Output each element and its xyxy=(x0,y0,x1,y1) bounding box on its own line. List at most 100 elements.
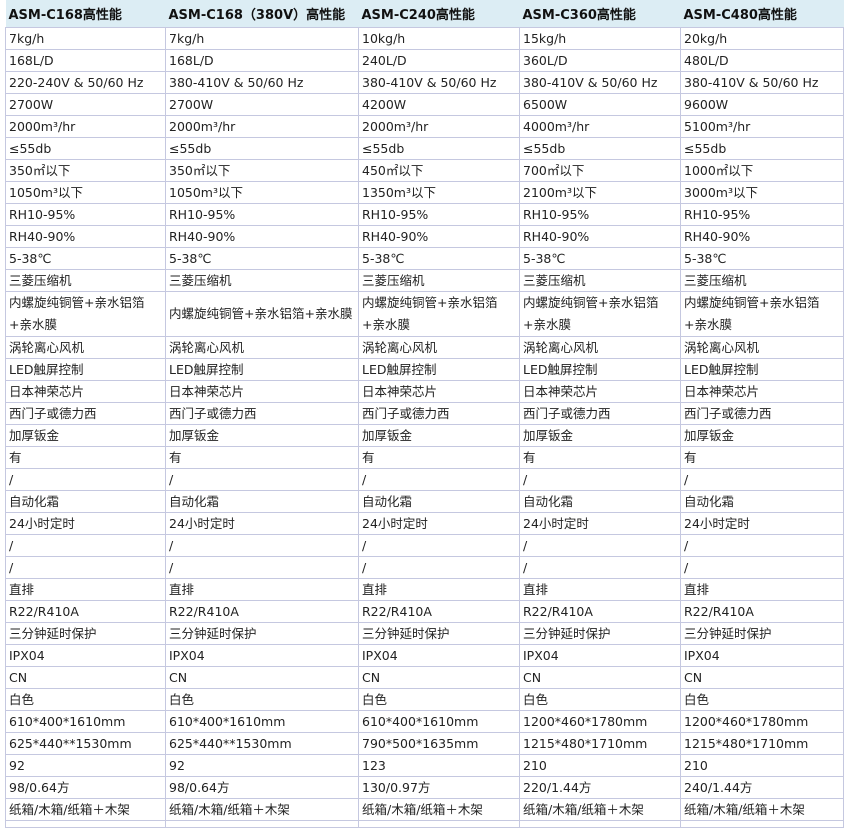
table-cell: 纸箱/木箱/纸箱＋木架 xyxy=(358,798,520,821)
table-cell: 1050m³以下 xyxy=(165,181,359,204)
table-cell: 5-38℃ xyxy=(680,247,844,270)
table-cell: 380-410V & 50/60 Hz xyxy=(519,71,681,94)
table-row: 610*400*1610mm 610*400*1610mm 610*400*1610… xyxy=(5,710,844,733)
table-cell: 625*440**1530mm xyxy=(165,732,359,755)
table-cell: 西门子或德力西 xyxy=(165,402,359,425)
table-cell: 24小时定时 xyxy=(519,512,681,535)
table-cell: 220/1.44方 xyxy=(519,776,681,799)
table-cell: / xyxy=(519,468,681,491)
table-cell: 三菱压缩机 xyxy=(358,269,520,292)
table-cell: 24小时定时 xyxy=(5,512,166,535)
table-cell: 130/0.97方 xyxy=(358,776,520,799)
header-model-1: ASM-C168高性能 xyxy=(5,0,166,28)
table-cell: / xyxy=(680,534,844,557)
table-row: 350㎡以下 350㎡以下 450㎡以下 700㎡以下 1000㎡以下 xyxy=(5,159,844,182)
table-cell: 西门子或德力西 xyxy=(519,402,681,425)
table-cell: / xyxy=(165,556,359,579)
table-cell: 自动化霜 xyxy=(519,490,681,513)
table-cell: R22/R410A xyxy=(5,600,166,623)
table-cell: 内螺旋纯铜管+亲水铝箔+亲水膜 xyxy=(680,291,844,337)
table-cell: 三分钟延时保护 xyxy=(165,622,359,645)
table-cell: 9600W xyxy=(680,93,844,116)
table-cell: 自动化霜 xyxy=(358,490,520,513)
table-row: 625*440**1530mm 625*440**1530mm 790*500*16… xyxy=(5,732,844,755)
table-cell: 自动化霜 xyxy=(680,490,844,513)
table-cell: 24小时定时 xyxy=(165,512,359,535)
table-cell: 加厚钣金 xyxy=(358,424,520,447)
table-row: 92 92 123 210 210 xyxy=(5,754,844,777)
table-cell: ≤55db xyxy=(165,137,359,160)
table-row: RH10-95% RH10-95% RH10-95% RH10-95% RH10-95% xyxy=(5,203,844,226)
table-cell: LED触屏控制 xyxy=(358,358,520,381)
header-row: ASM-C168高性能 ASM-C168（380V）高性能 ASM-C240高性… xyxy=(5,0,844,28)
table-cell: 有 xyxy=(680,446,844,469)
table-cell: 直排 xyxy=(680,578,844,601)
table-cell: 98/0.64方 xyxy=(165,776,359,799)
table-cell: 纸箱/木箱/纸箱＋木架 xyxy=(680,798,844,821)
table-cell xyxy=(358,820,520,828)
table-row: CN CN CN CN CN xyxy=(5,666,844,689)
table-cell: 三菱压缩机 xyxy=(165,269,359,292)
table-cell: LED触屏控制 xyxy=(165,358,359,381)
header-model-5: ASM-C480高性能 xyxy=(680,0,844,28)
table-cell: 480L/D xyxy=(680,49,844,72)
table-cell: IPX04 xyxy=(165,644,359,667)
table-cell: ≤55db xyxy=(5,137,166,160)
table-cell: ≤55db xyxy=(519,137,681,160)
table-cell: 三分钟延时保护 xyxy=(680,622,844,645)
table-cell: ≤55db xyxy=(358,137,520,160)
table-cell: 加厚钣金 xyxy=(5,424,166,447)
table-cell: 123 xyxy=(358,754,520,777)
table-row: 涡轮离心风机 涡轮离心风机 涡轮离心风机 涡轮离心风机 涡轮离心风机 xyxy=(5,336,844,359)
table-cell: 直排 xyxy=(358,578,520,601)
table-cell: LED触屏控制 xyxy=(5,358,166,381)
table-cell: 1215*480*1710mm xyxy=(519,732,681,755)
table-cell: / xyxy=(680,556,844,579)
table-cell: 24小时定时 xyxy=(680,512,844,535)
table-cell: 5-38℃ xyxy=(519,247,681,270)
table-cell: RH40-90% xyxy=(680,225,844,248)
table-cell: IPX04 xyxy=(680,644,844,667)
table-cell: 自动化霜 xyxy=(165,490,359,513)
table-cell: 610*400*1610mm xyxy=(5,710,166,733)
table-cell: RH40-90% xyxy=(358,225,520,248)
table-row: 白色 白色 白色 白色 白色 xyxy=(5,688,844,711)
table-cell: 98/0.64方 xyxy=(5,776,166,799)
table-cell: 三菱压缩机 xyxy=(5,269,166,292)
table-row: 西门子或德力西 西门子或德力西 西门子或德力西 西门子或德力西 西门子或德力西 xyxy=(5,402,844,425)
table-row: 98/0.64方 98/0.64方 130/0.97方 220/1.44方 240/1.… xyxy=(5,776,844,799)
table-cell: 92 xyxy=(5,754,166,777)
table-cell: / xyxy=(519,556,681,579)
table-cell: RH40-90% xyxy=(5,225,166,248)
table-cell: 三分钟延时保护 xyxy=(519,622,681,645)
table-cell: 自动化霜 xyxy=(5,490,166,513)
table-cell: / xyxy=(165,534,359,557)
table-cell: 直排 xyxy=(519,578,681,601)
table-cell: 西门子或德力西 xyxy=(680,402,844,425)
table-row: ≤55db ≤55db ≤55db ≤55db ≤55db xyxy=(5,137,844,160)
table-cell: 2000m³/hr xyxy=(358,115,520,138)
table-cell: IPX04 xyxy=(519,644,681,667)
table-cell: R22/R410A xyxy=(680,600,844,623)
spec-table: ASM-C168高性能 ASM-C168（380V）高性能 ASM-C240高性… xyxy=(5,0,844,828)
table-row: 2700W 2700W 4200W 6500W 9600W xyxy=(5,93,844,116)
table-cell: CN xyxy=(680,666,844,689)
table-cell: 360L/D xyxy=(519,49,681,72)
table-cell: 纸箱/木箱/纸箱＋木架 xyxy=(519,798,681,821)
table-cell: 2700W xyxy=(5,93,166,116)
table-cell: 加厚钣金 xyxy=(519,424,681,447)
table-cell: 加厚钣金 xyxy=(165,424,359,447)
table-cell: 240L/D xyxy=(358,49,520,72)
table-cell: 1000㎡以下 xyxy=(680,159,844,182)
table-cell: 有 xyxy=(358,446,520,469)
table-cell: 625*440**1530mm xyxy=(5,732,166,755)
table-cell: R22/R410A xyxy=(519,600,681,623)
table-row: 直排 直排 直排 直排 直排 xyxy=(5,578,844,601)
table-cell: 2700W xyxy=(165,93,359,116)
table-cell: 2000m³/hr xyxy=(165,115,359,138)
table-cell: 西门子或德力西 xyxy=(5,402,166,425)
table-row: 168L/D 168L/D 240L/D 360L/D 480L/D xyxy=(5,49,844,72)
table-cell xyxy=(519,820,681,828)
table-cell xyxy=(680,820,844,828)
table-cell: / xyxy=(358,556,520,579)
